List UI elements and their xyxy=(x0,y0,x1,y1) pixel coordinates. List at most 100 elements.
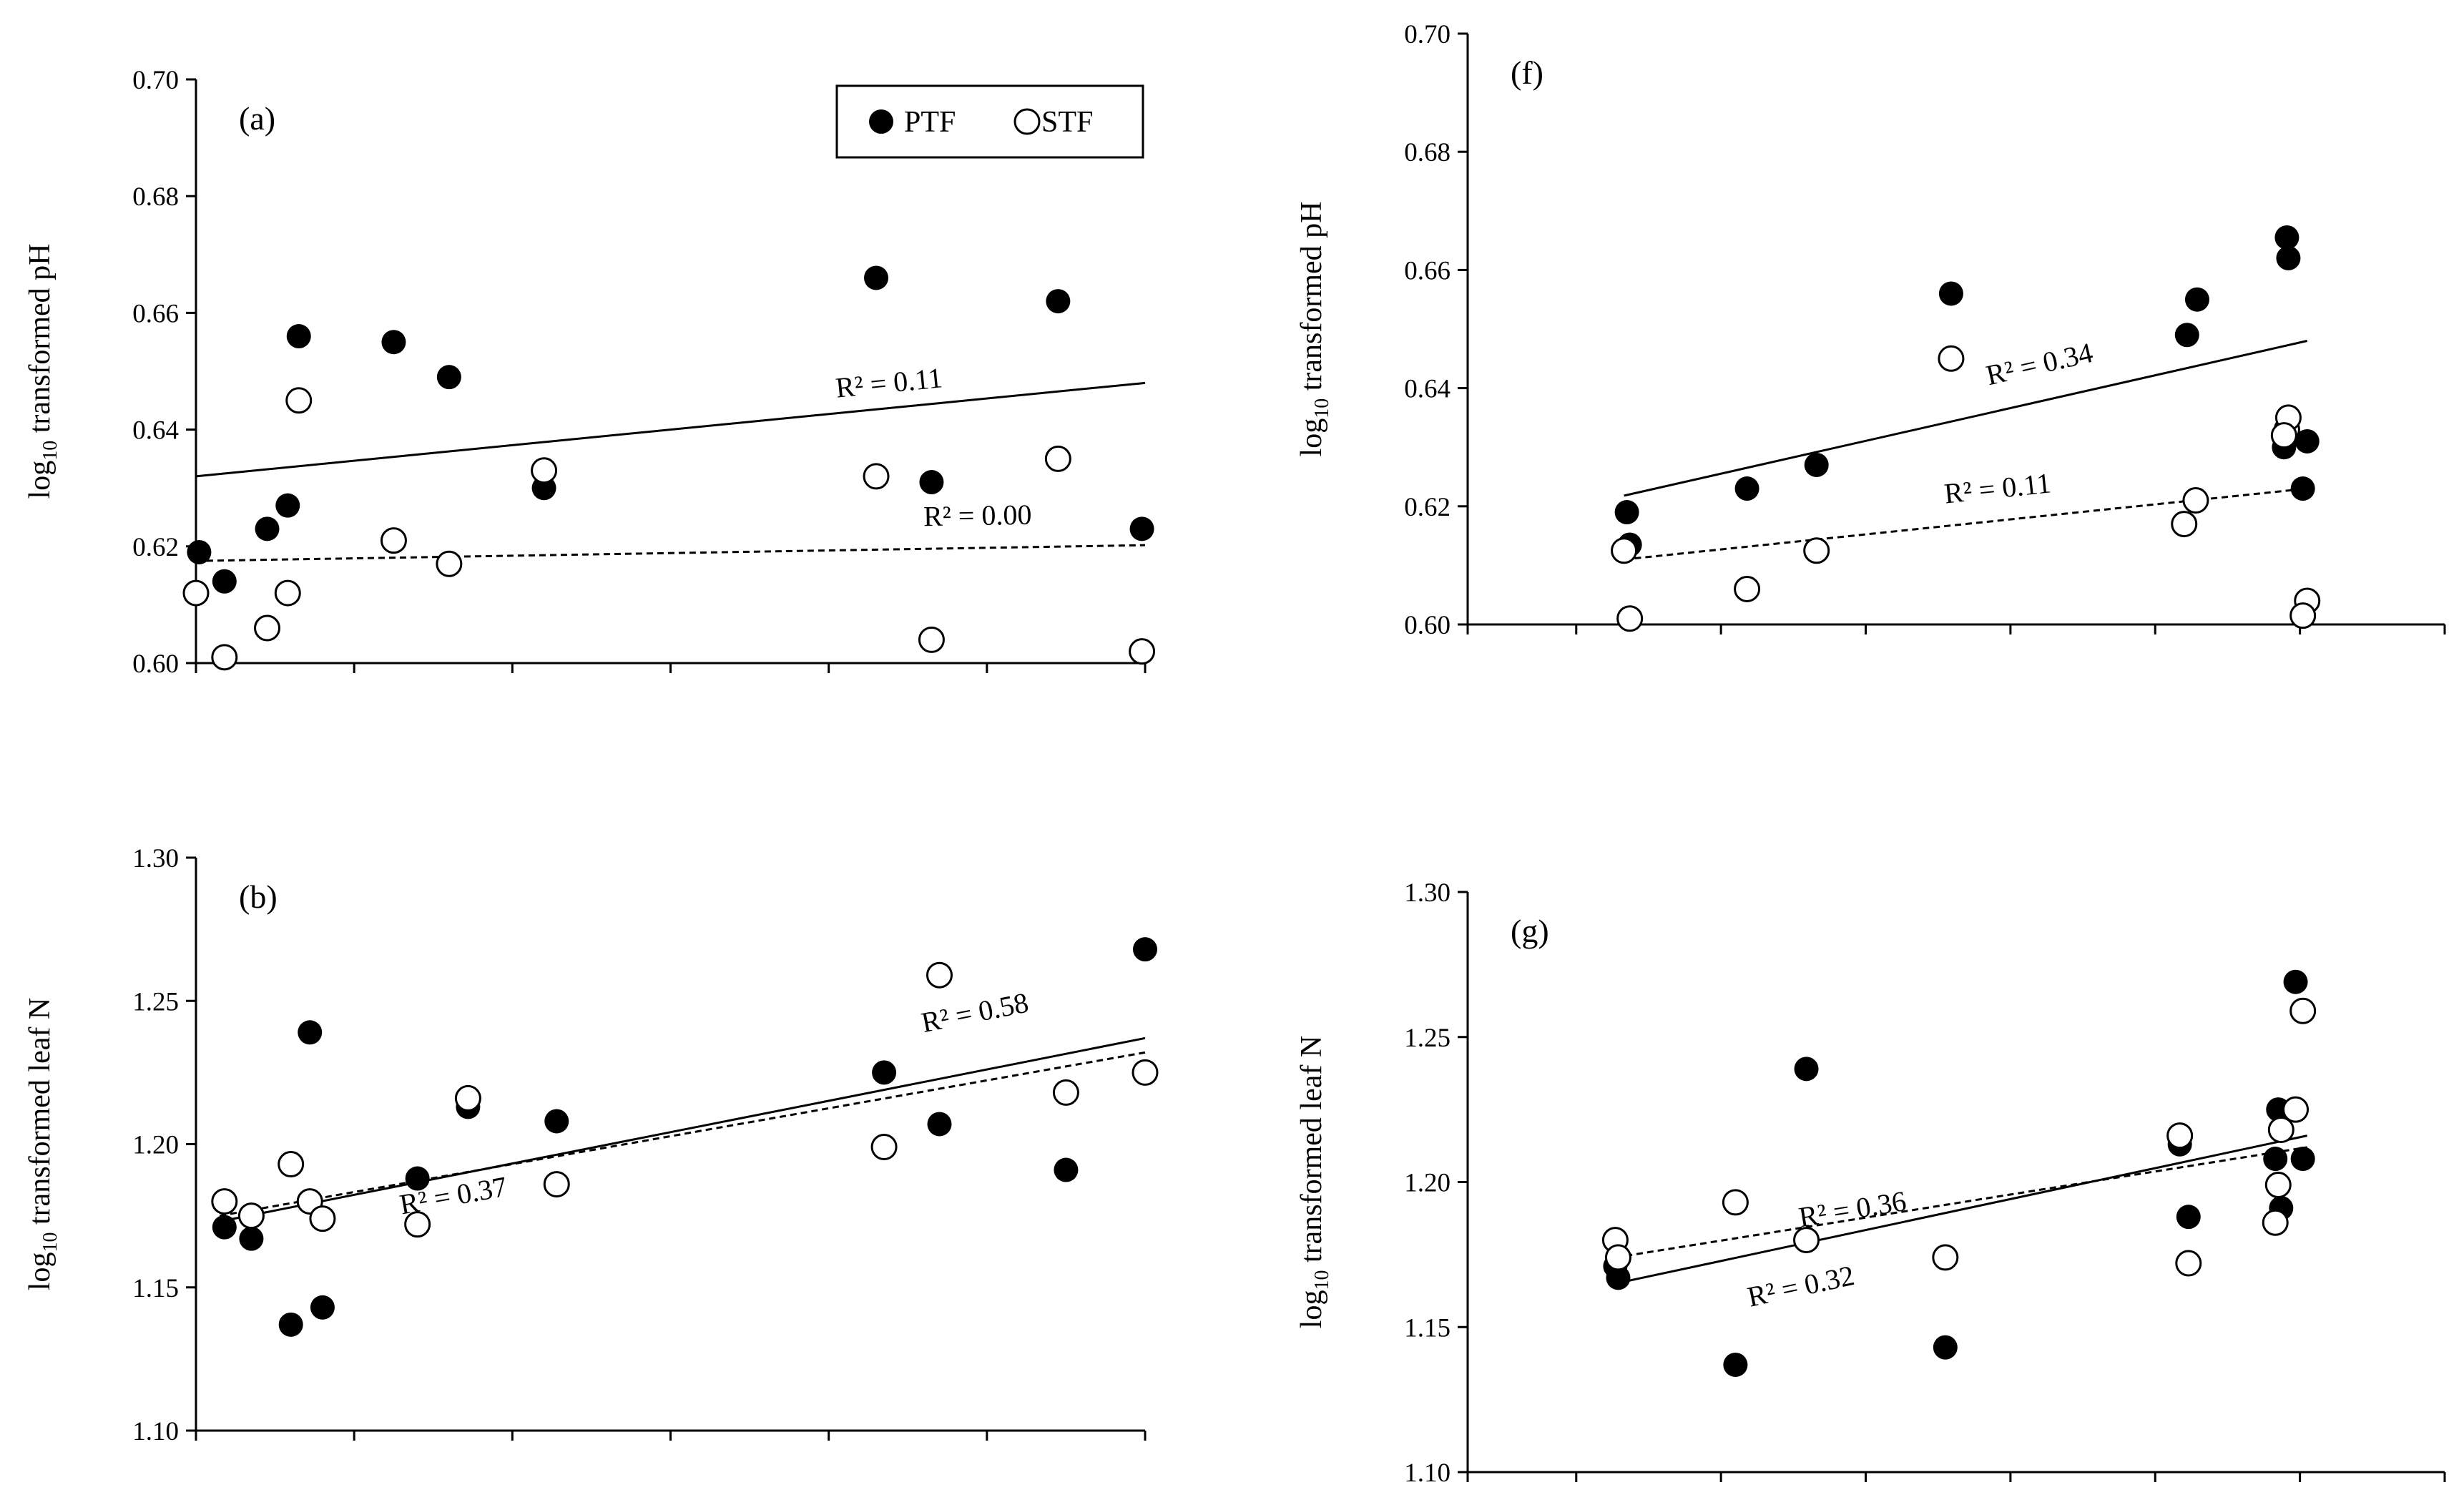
stf-point xyxy=(2182,487,2209,514)
y-tick-label: 0.64 xyxy=(132,416,179,446)
ptf-point xyxy=(255,516,280,541)
stf-point xyxy=(2175,1250,2202,1277)
y-axis-title: log10 transformed leaf N xyxy=(24,998,62,1290)
panel-b: 1.10 1.15 1.20 1.25 1.30 log10 transformed le… xyxy=(24,844,1159,1446)
y-tick-label: 0.60 xyxy=(132,649,179,679)
y-axis-title-subscript: 10 xyxy=(1311,398,1333,418)
ptf-point xyxy=(2294,428,2320,454)
ptf-point xyxy=(275,493,300,518)
stf-point xyxy=(863,463,890,490)
y-tick-label: 0.70 xyxy=(132,66,179,95)
y-axis-title-subscript: 10 xyxy=(39,1232,62,1253)
r2-label-stf: R² = 0.11 xyxy=(1943,466,2053,509)
y-tick-label: 0.70 xyxy=(1404,20,1451,49)
y-axis-title-prefix: log xyxy=(1295,418,1328,457)
ptf-point xyxy=(1734,476,1759,501)
stf-point xyxy=(2289,997,2317,1024)
y-axis-title-rest: transformed leaf N xyxy=(1295,1036,1328,1270)
ptf-point xyxy=(286,324,311,349)
stf-point xyxy=(309,1205,336,1232)
y-axis-title: log10 transformed leaf N xyxy=(1295,1036,1333,1328)
panel-f: 0.60 0.62 0.64 0.66 0.68 0.70 log10 transforme… xyxy=(1295,20,2446,640)
stf-point xyxy=(531,457,558,484)
y-tick-label: 1.30 xyxy=(132,844,179,873)
y-tick-label: 0.66 xyxy=(1404,256,1451,285)
legend: PTF STF xyxy=(835,84,1144,159)
y-axis-title-subscript: 10 xyxy=(39,441,62,461)
ptf-point xyxy=(2290,1147,2315,1172)
panel-label: (f) xyxy=(1511,54,1543,91)
panel-label: (a) xyxy=(239,100,275,137)
stf-point xyxy=(1734,575,1761,602)
y-axis-title-subscript: 10 xyxy=(1311,1270,1333,1290)
r2-label-ptf: R² = 0.58 xyxy=(918,986,1031,1039)
legend-stf-label: STF xyxy=(1041,106,1093,139)
trendline-ptf xyxy=(1615,1134,2308,1285)
stf-point xyxy=(543,1171,570,1198)
ptf-point xyxy=(212,1215,237,1240)
stf-point xyxy=(1932,1244,1959,1271)
y-axis-title-prefix: log xyxy=(1295,1290,1328,1329)
ptf-point xyxy=(405,1166,430,1191)
ptf-point xyxy=(1129,516,1154,541)
y-tick-label: 0.66 xyxy=(132,299,179,328)
ptf-point xyxy=(864,265,889,290)
ptf-point xyxy=(1804,452,1829,477)
ptf-point xyxy=(1938,281,1963,306)
y-tick-label: 1.15 xyxy=(1404,1313,1451,1343)
y-tick-label: 0.60 xyxy=(1404,611,1451,640)
ptf-point xyxy=(2176,1205,2201,1230)
r2-label-ptf: R² = 0.11 xyxy=(834,361,943,403)
stf-point xyxy=(237,1202,265,1230)
ptf-point xyxy=(927,1112,952,1137)
panel-g: 1.10 1.15 1.20 1.25 1.30 log10 transformed le… xyxy=(1295,878,2446,1488)
trendline-ptf xyxy=(219,1036,1146,1223)
ptf-point xyxy=(381,330,406,355)
y-tick-label: 0.68 xyxy=(132,182,179,212)
stf-point xyxy=(436,550,463,577)
trendline-stf xyxy=(195,544,1146,562)
trendline-stf xyxy=(1615,1146,2307,1259)
stf-point xyxy=(1052,1079,1079,1106)
ptf-point xyxy=(2276,245,2301,270)
y-axis-title-prefix: log xyxy=(24,461,57,499)
stf-point xyxy=(2289,602,2317,629)
y-axis-title-rest: transformed pH xyxy=(1295,202,1328,398)
stf-point xyxy=(1793,1227,1820,1254)
ptf-point xyxy=(2274,225,2299,250)
trendline-ptf xyxy=(195,381,1146,478)
stf-point xyxy=(404,1211,431,1238)
y-tick-label: 1.20 xyxy=(1404,1169,1451,1198)
ptf-point xyxy=(1054,1157,1079,1182)
stf-point xyxy=(1938,345,1965,372)
y-axis-title-rest: transformed leaf N xyxy=(24,998,57,1232)
y-tick-label: 0.68 xyxy=(1404,138,1451,167)
y-tick-label: 0.62 xyxy=(132,533,179,562)
ptf-point xyxy=(187,539,212,564)
stf-point xyxy=(254,614,281,642)
y-tick-label: 1.10 xyxy=(1404,1459,1451,1488)
ptf-point xyxy=(1046,289,1071,314)
legend-ptf-label: PTF xyxy=(904,106,956,139)
stf-point xyxy=(274,579,301,607)
ptf-point xyxy=(2184,287,2209,312)
ptf-point xyxy=(1133,937,1157,962)
stf-point xyxy=(1616,605,1644,632)
stf-point xyxy=(2267,1117,2294,1144)
ptf-point xyxy=(2283,969,2308,994)
ptf-point xyxy=(1614,500,1639,525)
y-tick-label: 0.64 xyxy=(1404,375,1451,404)
stf-point xyxy=(380,527,407,554)
y-tick-label: 0.62 xyxy=(1404,493,1451,522)
ptf-point xyxy=(2263,1147,2288,1172)
ptf-point xyxy=(212,569,237,594)
y-axis-title: log10 transformed pH xyxy=(1295,202,1333,457)
ptf-point xyxy=(278,1312,303,1337)
stf-point xyxy=(1722,1189,1749,1216)
ptf-point xyxy=(1933,1335,1958,1360)
panel-label: (g) xyxy=(1511,913,1549,949)
stf-point xyxy=(182,579,210,607)
stf-point xyxy=(2282,1096,2310,1123)
stf-point xyxy=(278,1151,305,1178)
